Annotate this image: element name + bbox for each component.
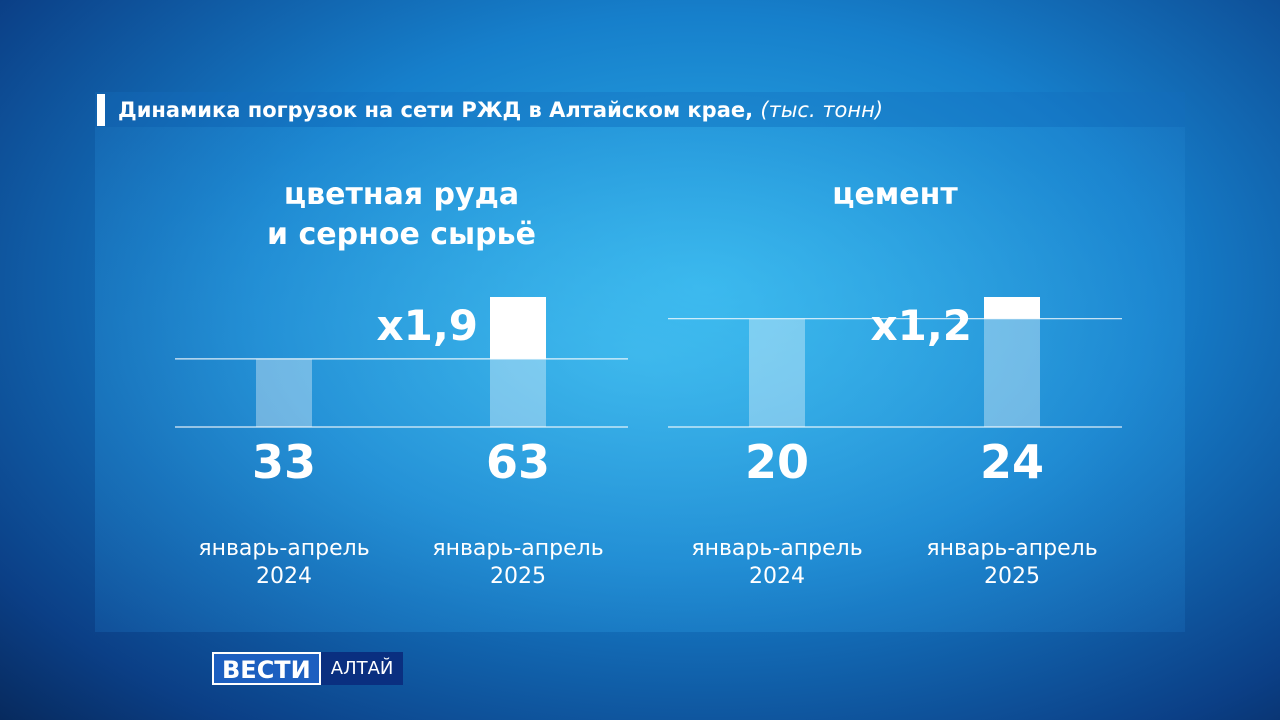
title-stripe — [97, 94, 105, 126]
title-unit: (тыс. тонн) — [760, 98, 884, 122]
bar — [490, 358, 546, 427]
title-main: Динамика погрузок на сети РЖД в Алтайско… — [118, 98, 754, 122]
annotation: x1,9 — [376, 301, 479, 350]
bar — [749, 318, 805, 427]
value-label: 20 — [744, 435, 809, 489]
chart-title: цветная руда — [283, 177, 520, 212]
chart-title: цемент — [832, 177, 958, 212]
bar-top — [490, 297, 546, 359]
bar — [256, 358, 312, 427]
x-tick-label: январь-апрель 2024 — [198, 536, 370, 589]
x-tick-label: январь-апрель 2024 — [691, 536, 863, 589]
value-label: 33 — [251, 435, 316, 489]
bar — [984, 318, 1040, 427]
chart-title: и серное сырьё — [267, 217, 536, 252]
title-bar — [95, 92, 1185, 127]
bar-top — [984, 297, 1040, 319]
logo-region: АЛТАЙ — [320, 652, 404, 685]
panel — [95, 127, 1185, 632]
value-label: 63 — [485, 435, 550, 489]
logo: ВЕСТИ АЛТАЙ — [212, 652, 404, 685]
x-tick-label: январь-апрель 2025 — [926, 536, 1098, 589]
x-tick-label: январь-апрель 2025 — [432, 536, 604, 589]
logo-brand: ВЕСТИ — [212, 652, 321, 685]
annotation: x1,2 — [870, 301, 973, 350]
value-label: 24 — [979, 435, 1044, 489]
title: Динамика погрузок на сети РЖД в Алтайско… — [118, 94, 883, 126]
